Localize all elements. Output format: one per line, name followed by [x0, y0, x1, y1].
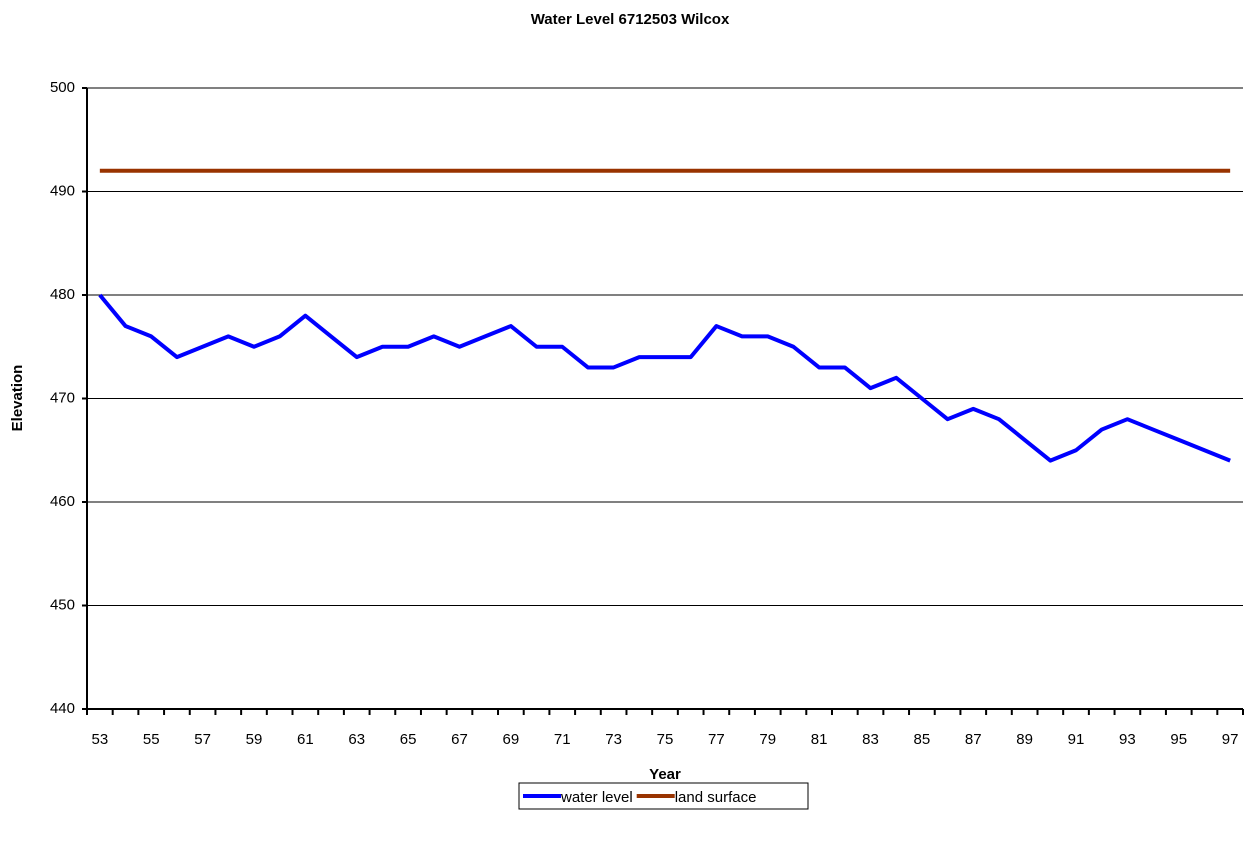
y-tick-label: 490 [50, 182, 75, 199]
x-tick-label: 97 [1222, 731, 1239, 748]
legend-label: land surface [675, 789, 757, 806]
x-tick-label: 87 [965, 731, 982, 748]
x-tick-label: 83 [862, 731, 879, 748]
y-tick-label: 470 [50, 389, 75, 406]
x-tick-label: 93 [1119, 731, 1136, 748]
y-tick-label: 440 [50, 700, 75, 717]
y-tick-label: 460 [50, 493, 75, 510]
x-tick-label: 69 [503, 731, 520, 748]
x-tick-label: 63 [348, 731, 365, 748]
x-tick-label: 59 [246, 731, 263, 748]
x-tick-label: 95 [1170, 731, 1187, 748]
x-tick-label: 53 [92, 731, 109, 748]
y-tick-label: 500 [50, 79, 75, 96]
x-tick-label: 55 [143, 731, 160, 748]
x-axis-label: Year [649, 766, 681, 783]
x-tick-label: 71 [554, 731, 571, 748]
series-line [98, 293, 1231, 463]
x-tick-label: 79 [759, 731, 776, 748]
x-tick-label: 57 [194, 731, 211, 748]
x-tick-label: 89 [1016, 731, 1033, 748]
y-tick-label: 450 [50, 596, 75, 613]
x-tick-label: 67 [451, 731, 468, 748]
legend-label: water level [560, 789, 633, 806]
x-tick-label: 85 [914, 731, 931, 748]
x-tick-label: 77 [708, 731, 725, 748]
x-tick-label: 75 [657, 731, 674, 748]
y-tick-label: 480 [50, 286, 75, 303]
x-tick-label: 81 [811, 731, 828, 748]
chart-title: Water Level 6712503 Wilcox [531, 11, 730, 28]
x-tick-label: 91 [1068, 731, 1085, 748]
x-tick-label: 65 [400, 731, 417, 748]
y-axis-label: Elevation [9, 365, 26, 432]
x-tick-label: 61 [297, 731, 314, 748]
x-tick-label: 73 [605, 731, 622, 748]
